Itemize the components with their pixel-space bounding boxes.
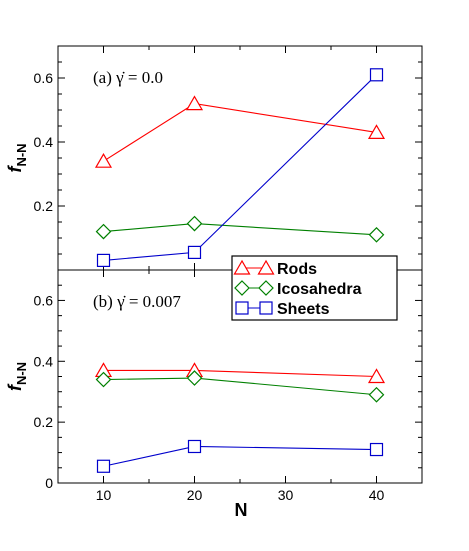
y-tick-label: 0.2	[34, 198, 54, 214]
y-tick-label: 0.6	[34, 70, 54, 86]
legend-marker	[258, 280, 274, 296]
y-tick-label: 0.2	[34, 414, 54, 430]
legend-label: Sheets	[277, 301, 330, 318]
data-point-rods	[367, 368, 386, 384]
data-point-icosahedra	[368, 226, 385, 243]
data-point-icosahedra	[368, 386, 385, 403]
x-tick-label: 20	[187, 487, 203, 503]
data-point-icosahedra	[95, 223, 112, 240]
series-line-rods	[103, 369, 377, 378]
y-tick-label: 0.6	[34, 292, 54, 308]
series-line-rods	[103, 103, 377, 162]
panel-b: 10 20 30 40 0 0.2 0.4 0.6 fN-N (b) γ̇ = 0.007	[5, 269, 423, 503]
data-point-sheets	[369, 68, 384, 82]
data-point-icosahedra	[186, 215, 203, 232]
y-axis-title: fN-N	[5, 362, 29, 391]
y-tick-label: 0.4	[34, 134, 54, 150]
data-point-sheets	[369, 442, 384, 457]
data-point-rods	[185, 95, 204, 111]
panel-label: (a) γ̇ = 0.0	[93, 68, 163, 87]
legend-marker	[235, 301, 249, 315]
legend: Rods Icosahedra Sheets	[231, 255, 398, 321]
panel-label: (b) γ̇ = 0.007	[93, 292, 181, 311]
legend-marker	[233, 259, 251, 275]
legend-label: Icosahedra	[277, 281, 362, 298]
data-point-sheets	[187, 245, 202, 259]
series-line-icosahedra	[103, 223, 377, 236]
x-tick-label: 30	[278, 487, 294, 503]
legend-marker	[257, 259, 275, 275]
legend-marker	[259, 301, 273, 315]
y-tick-label: 0	[45, 475, 53, 491]
data-point-sheets	[187, 439, 202, 454]
y-tick-label: 0.4	[34, 353, 54, 369]
data-point-rods	[367, 124, 386, 139]
x-tick-label: 40	[369, 487, 385, 503]
legend-marker	[234, 280, 250, 296]
data-point-icosahedra	[95, 371, 112, 388]
panel-a: 0.2 0.4 0.6 fN-N (a) γ̇ = 0.0	[5, 45, 423, 271]
data-point-rods	[94, 152, 113, 168]
data-point-sheets	[96, 459, 111, 473]
series-line-icosahedra	[103, 377, 377, 396]
x-axis-title: N	[235, 500, 248, 520]
series-line-sheets	[103, 445, 377, 467]
legend-label: Rods	[277, 261, 317, 278]
data-point-icosahedra	[186, 370, 203, 386]
y-axis-title: fN-N	[5, 143, 29, 172]
x-tick-label: 10	[96, 487, 112, 503]
data-point-sheets	[96, 253, 111, 267]
